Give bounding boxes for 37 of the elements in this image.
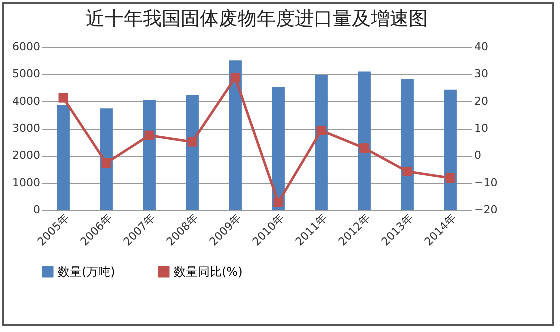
point (188, 137, 198, 147)
legend-label: 数量同比(%) (174, 265, 243, 279)
legend-label: 数量(万吨) (58, 265, 116, 279)
y-tick-label: 1000 (12, 176, 40, 190)
y2-tick-label: 20 (474, 94, 488, 108)
point (446, 173, 456, 183)
bar (315, 74, 328, 210)
y2-tick-label: −10 (474, 176, 498, 190)
y2-tick-label: 0 (474, 149, 482, 162)
bar (186, 95, 199, 210)
point (144, 130, 154, 140)
point (316, 126, 326, 136)
y2-tick-label: 40 (474, 40, 488, 54)
point (230, 73, 240, 83)
y-tick-label: 6000 (12, 40, 40, 54)
y-tick-label: 0 (34, 204, 40, 216)
point (58, 93, 68, 103)
y-tick-label: 4000 (12, 94, 40, 108)
bar (358, 72, 371, 210)
point (274, 198, 284, 208)
bar (100, 108, 113, 210)
point (360, 144, 370, 154)
point (402, 166, 412, 176)
y2-tick-label: 30 (474, 68, 488, 81)
bar (229, 60, 242, 210)
y-tick-label: 3000 (12, 122, 40, 135)
chart-title: 近十年我国固体废物年度进口量及增速图 (86, 8, 428, 30)
bar (57, 105, 70, 210)
bar (444, 90, 457, 210)
bar (401, 79, 414, 210)
bar (272, 87, 285, 210)
y2-tick-label: −20 (474, 204, 498, 216)
y-tick-label: 2000 (12, 149, 40, 162)
point (102, 158, 112, 168)
bar (143, 100, 156, 210)
y2-tick-label: 10 (474, 122, 488, 135)
y-tick-label: 5000 (12, 68, 40, 81)
